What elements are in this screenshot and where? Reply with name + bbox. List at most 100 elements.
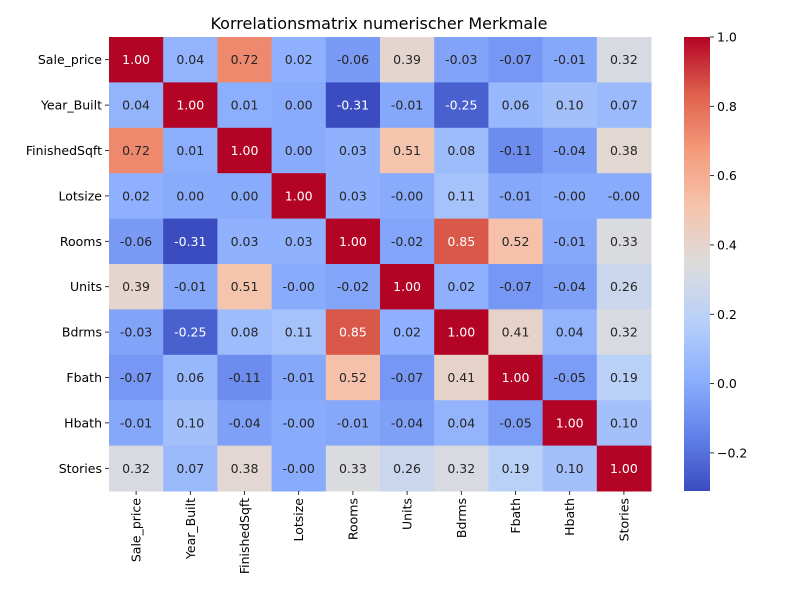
cell-value-label: -0.00 (608, 188, 640, 203)
row-tick-label: Year_Built (40, 98, 102, 113)
heatmap-cell (217, 400, 273, 447)
heatmap-cell (271, 82, 327, 129)
heatmap-cell (542, 264, 598, 310)
heatmap-cell (542, 173, 598, 220)
heatmap-cell (380, 173, 435, 220)
cell-value-label: 0.26 (610, 279, 638, 294)
cell-value-label: 0.32 (610, 52, 638, 67)
cell-value-label: 0.02 (393, 325, 421, 340)
heatmap-cell (542, 354, 598, 401)
cell-value-label: -0.01 (499, 188, 531, 203)
heatmap-cell (488, 400, 544, 447)
heatmap-cell (325, 37, 381, 83)
heatmap-cell (596, 173, 652, 220)
cell-value-label: -0.00 (283, 461, 315, 476)
cell-value-label: -0.01 (120, 415, 152, 430)
heatmap-cell (380, 309, 435, 356)
column-tick-label: Lotsize (291, 498, 306, 542)
heatmap-cell (163, 354, 218, 401)
heatmap-cell (325, 127, 381, 174)
cell-value-label: 0.04 (447, 415, 475, 430)
cell-value-label: -0.00 (554, 188, 586, 203)
cell-value-label: 0.01 (176, 143, 204, 158)
heatmap-cell (596, 264, 652, 310)
heatmap-cell (163, 264, 218, 310)
heatmap-cell (434, 37, 489, 83)
cell-value-label: 0.03 (339, 188, 367, 203)
heatmap-cell (271, 218, 327, 265)
cell-value-label: -0.02 (337, 279, 369, 294)
cell-value-label: 1.00 (122, 52, 150, 67)
heatmap-cell (434, 127, 489, 174)
cell-value-label: -0.01 (337, 415, 369, 430)
cell-value-label: -0.04 (554, 143, 586, 158)
heatmap-cell (596, 400, 652, 447)
colorbar-tick-label: 0.4 (717, 237, 737, 252)
colorbar-tick-label: −0.2 (717, 445, 747, 460)
cell-value-label: -0.06 (337, 52, 369, 67)
heatmap-cell (325, 309, 381, 356)
heatmap-cell (271, 264, 327, 310)
row-tick-label: Sale_price (38, 52, 102, 67)
heatmap-cell (434, 173, 489, 220)
heatmap-cell (163, 37, 218, 83)
cell-value-label: 0.85 (447, 234, 475, 249)
heatmap-cell (271, 127, 327, 174)
heatmap-cell (217, 173, 273, 220)
cell-value-label: -0.01 (283, 370, 315, 385)
cell-value-label: -0.00 (391, 188, 423, 203)
heatmap-cell (109, 218, 164, 265)
column-tick-label: FinishedSqft (237, 498, 252, 574)
colorbar-tick-label: 0.2 (717, 307, 737, 322)
column-tick-label: Hbath (562, 498, 577, 536)
cell-value-label: 0.00 (231, 188, 259, 203)
heatmap-cell (109, 354, 164, 401)
heatmap-cell (380, 354, 435, 401)
cell-value-label: 1.00 (610, 461, 638, 476)
cell-value-label: 0.39 (122, 279, 150, 294)
cell-value-label: 0.07 (176, 461, 204, 476)
cell-value-label: 1.00 (556, 415, 584, 430)
cell-value-label: 0.02 (285, 52, 313, 67)
heatmap-cell (217, 445, 273, 492)
cell-value-label: 0.10 (176, 415, 204, 430)
heatmap-cell (109, 400, 164, 447)
heatmap-cell (217, 82, 273, 129)
heatmap-cell (271, 37, 327, 83)
cell-value-label: -0.01 (174, 279, 206, 294)
cell-value-label: 0.26 (393, 461, 421, 476)
cell-value-label: -0.03 (120, 325, 152, 340)
cell-value-label: 0.52 (339, 370, 367, 385)
cell-value-label: 0.03 (285, 234, 313, 249)
heatmap-cell (596, 37, 652, 83)
row-tick-label: Rooms (60, 234, 102, 249)
cell-value-label: 1.00 (502, 370, 530, 385)
cell-value-label: 1.00 (285, 188, 313, 203)
cell-value-label: 0.11 (285, 325, 313, 340)
cell-value-label: -0.05 (554, 370, 586, 385)
heatmap-cell (109, 173, 164, 220)
cell-value-label: 0.00 (285, 98, 313, 113)
cell-value-label: 0.06 (176, 370, 204, 385)
heatmap-cell (325, 218, 381, 265)
heatmap-cell (109, 445, 164, 492)
cell-value-label: 1.00 (393, 279, 421, 294)
cell-value-label: -0.00 (283, 279, 315, 294)
heatmap-cell (488, 218, 544, 265)
colorbar-tick-label: 0.8 (717, 99, 737, 114)
cell-value-label: -0.25 (174, 325, 206, 340)
heatmap-cell (488, 354, 544, 401)
cell-value-label: -0.25 (445, 98, 477, 113)
cell-value-label: 0.38 (610, 143, 638, 158)
heatmap-cell (488, 264, 544, 310)
heatmap-cell (380, 218, 435, 265)
cell-value-label: 0.32 (122, 461, 150, 476)
cell-value-label: -0.05 (499, 415, 531, 430)
heatmap-cell (542, 218, 598, 265)
heatmap-cell (217, 127, 273, 174)
cell-value-label: -0.11 (228, 370, 260, 385)
column-tick-label: Bdrms (454, 498, 469, 538)
heatmap-cell (434, 400, 489, 447)
heatmap-cell (163, 127, 218, 174)
heatmap-cell (380, 400, 435, 447)
